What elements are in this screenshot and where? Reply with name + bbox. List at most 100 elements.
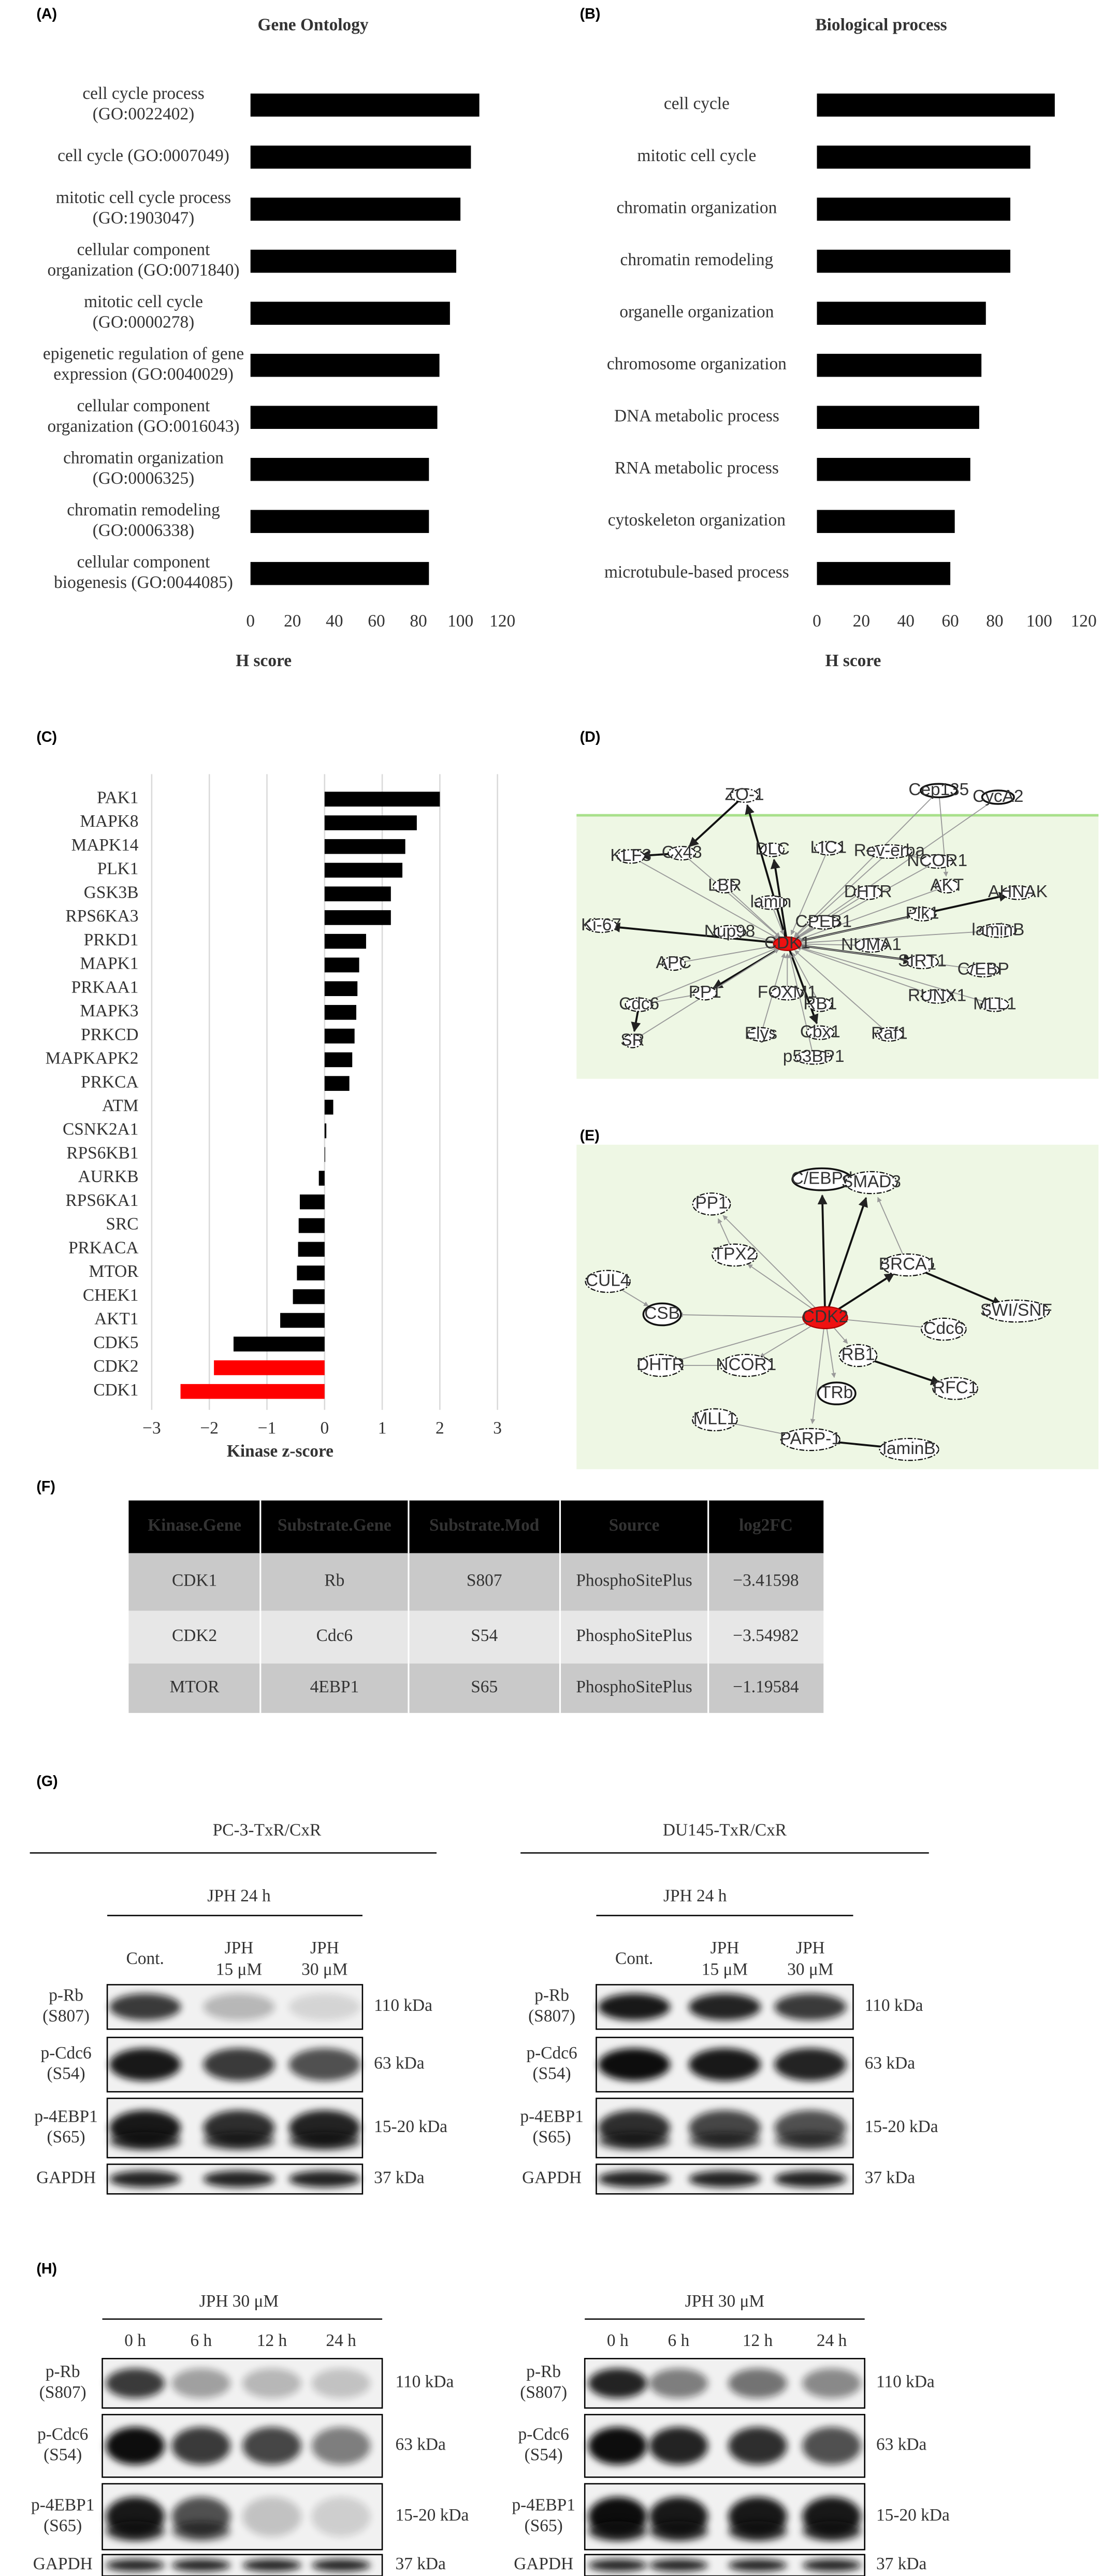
category-label: DNA metabolic process [614, 406, 779, 425]
category-label: organelle organization [619, 302, 774, 321]
bar [250, 250, 457, 273]
lane-label: JPH 30 μM [301, 1938, 347, 1979]
network-edge [682, 853, 780, 938]
node-label: KLF3 [610, 846, 651, 865]
x-tick-label: 3 [493, 1419, 502, 1438]
blot-band [109, 2132, 181, 2150]
blot-band [311, 2427, 371, 2465]
table-header: log2FC [739, 1516, 793, 1535]
protein-label: p-4EBP1 (S65) [34, 2107, 97, 2147]
blot-band [774, 2132, 847, 2150]
node-label: laminB [883, 1439, 936, 1458]
network-edge [795, 892, 868, 939]
network-node [866, 844, 913, 859]
chart-title: Gene Ontology [257, 16, 368, 35]
network-node [642, 1302, 682, 1327]
node-label: MLL1 [693, 1409, 737, 1429]
size-label: 37 kDa [876, 2554, 927, 2573]
network-d-bg [576, 815, 1099, 1079]
network-node [817, 1381, 857, 1405]
protein-label: p-Cdc6 (S54) [526, 2043, 577, 2083]
blot-band [288, 2170, 360, 2188]
table-cell: Rb [324, 1571, 344, 1590]
node-label: laminB [972, 920, 1024, 939]
x-tick-label: −2 [200, 1419, 219, 1438]
blot-band [171, 2368, 231, 2398]
blot-band [242, 2559, 301, 2571]
bar [214, 1360, 325, 1375]
x-tick-label: −1 [258, 1419, 277, 1438]
network-edge [795, 797, 998, 939]
network-edge [660, 1321, 810, 1366]
size-label: 15-20 kDa [876, 2506, 950, 2525]
treatment: JPH 24 h [663, 1887, 727, 1906]
size-label: 63 kDa [374, 2053, 425, 2073]
bar [280, 1313, 325, 1328]
bar [817, 457, 970, 481]
blot-band [171, 2521, 231, 2541]
bar [324, 1028, 355, 1044]
size-label: 110 kDa [396, 2372, 454, 2392]
node-label: p53BP1 [783, 1047, 845, 1066]
blot-band [588, 2559, 647, 2571]
x-tick-label: 2 [436, 1419, 444, 1438]
category-label: chromatin organization (GO:0006325) [63, 448, 224, 488]
network-node [966, 962, 1000, 977]
node-label: CSB [644, 1304, 680, 1323]
blot-band [311, 2559, 371, 2571]
node-label: Cx43 [662, 843, 702, 862]
network-node [808, 997, 833, 1012]
node-label: AHNAK [988, 882, 1048, 901]
size-label: 37 kDa [396, 2554, 446, 2573]
category-label: chromatin remodeling (GO:0006338) [67, 500, 220, 540]
bar [250, 510, 429, 533]
blot-band [106, 2521, 165, 2541]
blot-band [109, 2048, 181, 2081]
network-node [637, 1354, 684, 1377]
category-label: mitotic cell cycle [637, 146, 756, 165]
size-label: 63 kDa [865, 2053, 916, 2073]
lane-label: 0 h [124, 2331, 146, 2350]
category-label: PLK1 [97, 859, 139, 879]
network-node [921, 1317, 967, 1341]
network_d: CDK1 ZO-1 Cep135 CycA2 KLF3 Cx43 DLC LIC1 Rev-er… [581, 780, 1048, 1066]
network-edge [796, 946, 937, 997]
network-edge [722, 1215, 826, 1318]
size-label: 63 kDa [876, 2435, 927, 2454]
protein-label: GAPDH [522, 2168, 582, 2187]
bar [324, 910, 391, 925]
blot-band [598, 2170, 671, 2188]
bar [324, 1076, 350, 1091]
network-node [920, 854, 954, 869]
bar [817, 301, 986, 325]
node-label: SMAD3 [842, 1172, 901, 1191]
table-header: Kinase.Gene [148, 1516, 241, 1535]
blot-band [649, 2368, 708, 2398]
category-label: RNA metabolic process [615, 458, 779, 478]
protein-label: p-4EBP1 (S65) [31, 2495, 94, 2535]
blot-band [106, 2368, 165, 2398]
category-label: cellular component organization (GO:00160… [47, 396, 239, 436]
network-node [692, 986, 717, 1001]
category-label: AURKB [78, 1167, 139, 1186]
network-node [1001, 885, 1035, 900]
network-node [881, 1253, 934, 1277]
network-edge [794, 790, 939, 938]
table-cell: CDK2 [172, 1626, 217, 1645]
blot-band [728, 2368, 787, 2398]
node-label: MLL1 [973, 994, 1017, 1013]
node-label: Cdc6 [619, 994, 659, 1013]
blot-band [774, 1993, 847, 2021]
blot-band [649, 2559, 708, 2571]
network-node [854, 938, 888, 953]
table-cell: PhosphoSitePlus [576, 1571, 692, 1590]
node-label: TPX2 [713, 1245, 756, 1264]
x-tick-label: 0 [813, 612, 821, 631]
blot-band [802, 2368, 861, 2398]
network-edge [688, 795, 745, 847]
table-cell: −3.41598 [733, 1571, 799, 1590]
x-axis-label: H score [825, 651, 881, 670]
blot-band [774, 2170, 847, 2188]
chart-title: Biological process [815, 16, 947, 35]
node-label: Cdc6 [923, 1319, 964, 1338]
